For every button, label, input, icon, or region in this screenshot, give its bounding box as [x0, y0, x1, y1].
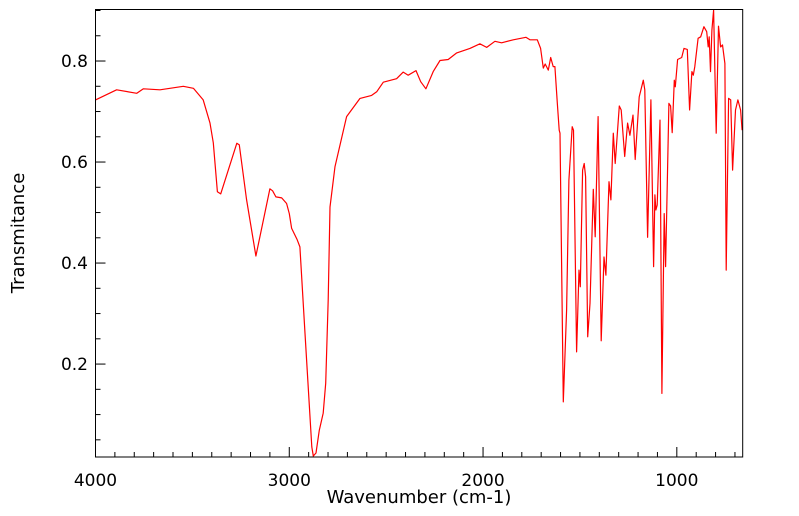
x-axis-label: Wavenumber (cm-1) [327, 487, 512, 508]
y-tick-label: 0.6 [61, 153, 88, 173]
y-tick-label: 0.8 [61, 52, 88, 72]
x-tick-label: 3000 [268, 471, 311, 491]
x-tick-label: 4000 [74, 471, 117, 491]
spectrum-line [95, 9, 743, 457]
y-axis-label: Transmitance [8, 173, 29, 295]
y-tick-label: 0.2 [61, 355, 88, 375]
plot-frame [95, 9, 744, 458]
axis-ticks [95, 10, 736, 457]
y-tick-label: 0.4 [61, 254, 88, 274]
x-tick-label: 2000 [461, 471, 504, 491]
x-tick-label: 1000 [655, 471, 698, 491]
